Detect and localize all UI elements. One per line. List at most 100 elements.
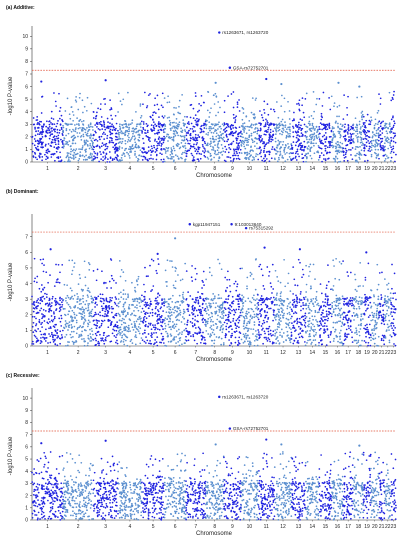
snp-point: [84, 276, 87, 279]
snp-point: [157, 292, 160, 295]
snp-point: [381, 128, 384, 131]
snp-point: [68, 129, 71, 131]
snp-point: [173, 106, 175, 109]
snp-point: [66, 141, 69, 144]
snp-point: [92, 338, 95, 341]
snp-point: [195, 148, 198, 151]
snp-point: [181, 153, 183, 155]
snp-point: [359, 127, 362, 130]
snp-point: [92, 299, 95, 301]
snp-point: [241, 300, 243, 303]
snp-point: [100, 120, 102, 123]
snp-point: [126, 336, 129, 339]
snp-point: [250, 146, 252, 148]
snp-point: [175, 143, 178, 146]
snp-point: [226, 278, 228, 281]
snp-point: [256, 132, 259, 135]
snp-point: [47, 305, 50, 307]
snp-point: [268, 338, 271, 341]
snp-point: [347, 305, 350, 307]
snp-point: [187, 310, 190, 312]
snp-point: [333, 337, 335, 340]
snp-point: [166, 155, 168, 158]
snp-point: [70, 130, 73, 133]
snp-point: [37, 298, 40, 300]
snp-point: [339, 298, 342, 301]
snp-point: [313, 325, 316, 328]
snp-point: [62, 129, 64, 132]
y-tick-label: 8: [25, 59, 28, 65]
snp-point: [80, 139, 83, 141]
snp-point: [295, 300, 298, 302]
snp-point: [33, 334, 36, 337]
snp-point: [161, 321, 164, 324]
snp-point: [85, 109, 88, 112]
snp-point: [202, 299, 205, 302]
snp-point: [339, 335, 342, 338]
snp-point: [147, 136, 149, 138]
snp-point: [234, 280, 237, 283]
snp-point: [324, 128, 327, 131]
snp-point: [151, 308, 154, 311]
snp-point: [118, 313, 121, 316]
snp-point: [100, 297, 102, 300]
snp-point: [263, 330, 266, 333]
snp-point: [124, 142, 127, 145]
snp-point: [92, 141, 94, 144]
snp-point: [173, 121, 175, 124]
snp-point: [266, 266, 269, 268]
snp-point: [309, 270, 311, 273]
snp-point: [292, 299, 294, 302]
snp-point: [392, 151, 395, 154]
snp-point: [162, 335, 164, 338]
snp-point: [232, 154, 234, 157]
snp-point: [171, 325, 174, 328]
snp-point: [358, 131, 361, 133]
snp-point: [172, 125, 175, 128]
snp-point: [274, 269, 277, 272]
snp-point: [288, 311, 291, 314]
snp-point: [274, 140, 277, 143]
snp-point: [181, 129, 184, 132]
snp-point: [40, 341, 43, 343]
snp-point: [53, 317, 56, 320]
snp-point: [81, 146, 84, 149]
snp-point: [276, 292, 278, 295]
snp-point: [88, 126, 91, 129]
snp-point: [255, 307, 257, 310]
snp-point: [356, 140, 359, 143]
snp-point: [242, 315, 245, 318]
snp-point: [288, 156, 291, 158]
snp-point: [210, 131, 213, 134]
snp-point: [172, 160, 175, 163]
snp-point: [287, 132, 289, 135]
snp-point: [206, 305, 208, 308]
snp-point: [359, 158, 361, 160]
snp-point: [250, 273, 253, 275]
snp-point: [344, 147, 347, 150]
snp-point: [247, 144, 250, 146]
snp-point: [329, 135, 332, 138]
snp-point: [231, 328, 233, 331]
snp-point: [232, 127, 235, 129]
snp-point: [227, 270, 229, 273]
snp-point: [71, 289, 73, 292]
snp-point: [193, 147, 196, 150]
snp-point: [182, 135, 184, 138]
snp-point: [105, 152, 108, 155]
snp-point: [37, 130, 40, 132]
snp-point: [325, 310, 328, 313]
snp-point: [135, 111, 137, 113]
snp-point: [99, 123, 102, 126]
snp-point: [59, 342, 61, 345]
snp-point: [385, 130, 388, 133]
snp-point: [38, 123, 41, 126]
snp-point: [335, 297, 338, 300]
snp-point: [136, 300, 139, 303]
snp-point: [250, 124, 252, 127]
snp-point: [275, 297, 278, 299]
snp-point: [106, 335, 108, 338]
snp-point: [290, 334, 293, 336]
snp-point: [304, 330, 307, 333]
snp-point: [50, 309, 53, 312]
